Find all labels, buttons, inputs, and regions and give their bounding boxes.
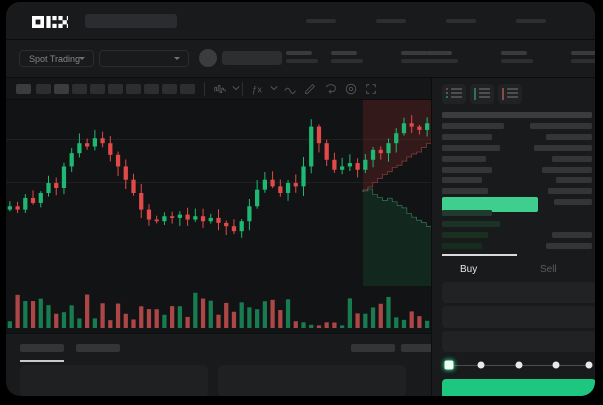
svg-text:ƒx: ƒx [252, 85, 262, 96]
